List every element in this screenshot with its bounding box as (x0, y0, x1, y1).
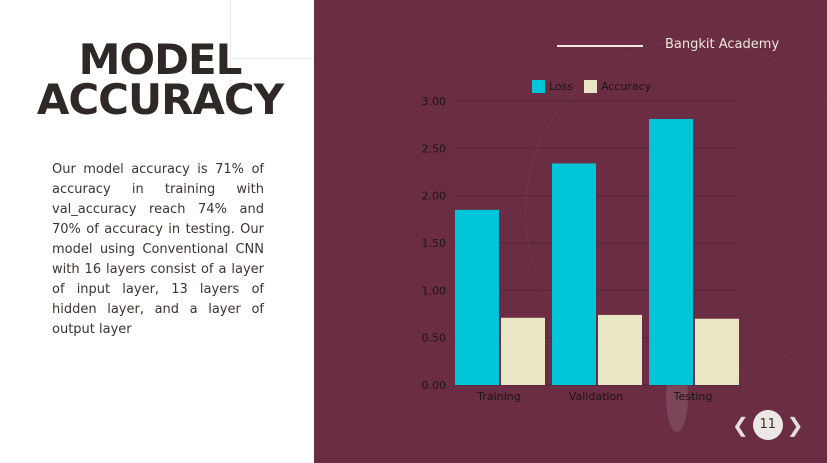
bar-accuracy-testing (695, 318, 739, 385)
bar-accuracy-training (501, 317, 545, 385)
y-tick-label: 1.50 (422, 237, 447, 250)
bar-chart: 0.00 0.50 1.00 1.50 2.00 2.50 3.00 Training Vali… (422, 80, 739, 403)
page-number: 11 (752, 410, 783, 440)
slide-body-text: Our model accuracy is 71% of accuracy in… (52, 162, 264, 337)
x-tick-label: Training (476, 390, 520, 403)
bar-loss-training (455, 209, 499, 385)
decorative-grid (230, 0, 315, 90)
x-tick-label: Testing (673, 390, 713, 403)
chart-panel: Bangkit Academy 0.00 0.50 1.00 1.50 2.00 2.50… (314, 0, 827, 463)
y-tick-label: 3.00 (422, 95, 447, 108)
prev-arrow-icon[interactable]: ❮ (732, 413, 749, 437)
y-tick-label: 0.50 (422, 332, 447, 345)
y-tick-label: 2.50 (422, 142, 447, 155)
bar-loss-validation (552, 163, 596, 385)
y-tick-label: 1.00 (422, 284, 447, 297)
slide-title: MODEL ACCURACY (30, 35, 290, 124)
x-tick-label: Validation (569, 390, 623, 403)
legend-swatch-accuracy (584, 80, 597, 93)
legend-label-accuracy: Accuracy (601, 80, 652, 93)
title-line-1: MODEL (78, 35, 243, 84)
bar-loss-testing (649, 118, 693, 385)
pager: ❮ 11 ❯ (732, 410, 804, 440)
text-panel: MODEL ACCURACY Our model accuracy is 71%… (0, 0, 315, 463)
legend-label-loss: Loss (549, 80, 573, 93)
title-line-2: ACCURACY (36, 75, 284, 124)
brand-line (557, 45, 643, 47)
bar-accuracy-validation (598, 314, 642, 385)
brand-label: Bangkit Academy (665, 37, 780, 52)
legend-swatch-loss (532, 80, 545, 93)
next-arrow-icon[interactable]: ❯ (786, 413, 804, 437)
y-tick-label: 0.00 (422, 379, 447, 392)
y-tick-label: 2.00 (422, 190, 447, 203)
